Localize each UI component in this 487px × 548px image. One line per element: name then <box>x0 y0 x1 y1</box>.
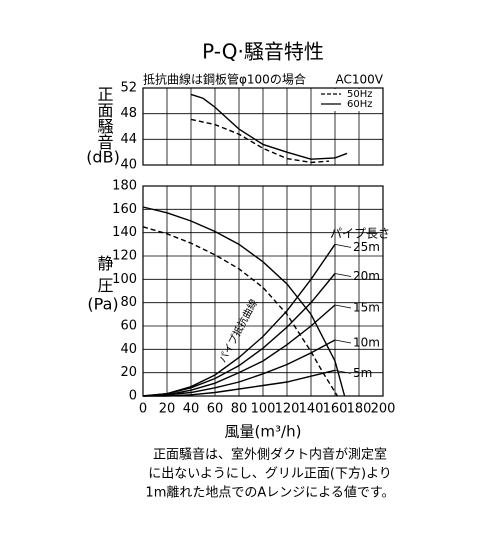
x-tick-label: 0 <box>139 402 147 417</box>
y-tick-label: 80 <box>120 295 137 310</box>
series-label: 5m <box>353 366 372 380</box>
x-tick-label: 120 <box>275 402 300 417</box>
series-line <box>190 118 330 164</box>
x-axis-label: 風量(m³/h) <box>225 423 302 441</box>
label-leader <box>334 273 352 277</box>
series-line <box>143 369 336 397</box>
power: AC100V <box>336 73 384 87</box>
x-tick-label: 140 <box>299 402 324 417</box>
x-tick-label: 60 <box>207 402 224 417</box>
y-tick-label: 52 <box>120 81 137 96</box>
series-line <box>142 206 346 397</box>
series-line <box>142 273 336 397</box>
y-tick-label: 160 <box>112 202 137 217</box>
y-tick-label: 60 <box>120 319 137 334</box>
y-tick-label: 140 <box>112 225 137 240</box>
x-tick-label: 20 <box>159 402 176 417</box>
x-tick-label: 40 <box>183 402 200 417</box>
y-tick-label: 100 <box>112 272 137 287</box>
x-tick-label: 100 <box>251 402 276 417</box>
y-tick-label: 40 <box>120 342 137 357</box>
y-axis-unit: (Pa) <box>87 295 118 314</box>
label-leader <box>334 339 352 344</box>
note: 正面騒音は、室外側ダクト内音が測定室 <box>153 447 387 463</box>
note: に出ないようにし、グリル正面(下方)より <box>148 466 392 482</box>
y-tick-label: 48 <box>120 106 137 121</box>
y-tick-label: 120 <box>112 249 137 264</box>
y-axis-label: 正面騒音 <box>95 86 114 150</box>
series-line <box>190 93 348 160</box>
series-title: パイプ長さ <box>330 227 390 241</box>
x-tick-label: 180 <box>347 402 372 417</box>
y-tick-label: 40 <box>120 158 137 173</box>
subtitle: 抵抗曲線は鋼板管φ100の場合 <box>143 72 306 87</box>
plot-frame <box>142 87 384 166</box>
legend-label: 50Hz <box>347 89 373 100</box>
legend-label: 60Hz <box>347 99 373 110</box>
y-axis-label: 静圧 <box>95 255 114 299</box>
x-tick-label: 200 <box>371 402 396 417</box>
x-tick-label: 160 <box>323 402 348 417</box>
label-leader <box>334 304 352 309</box>
y-axis-unit: (dB) <box>86 148 120 167</box>
note: 1m離れた地点でのAレンジによる値です。 <box>145 485 394 501</box>
y-tick-label: 180 <box>112 179 137 194</box>
plot-frame <box>142 185 384 397</box>
label-leader <box>334 369 352 374</box>
series-label: 10m <box>353 336 380 350</box>
label-leader <box>334 243 352 248</box>
series-label: 20m <box>353 269 380 283</box>
x-tick-label: 80 <box>231 402 248 417</box>
series-line <box>142 339 336 397</box>
y-tick-label: 44 <box>120 132 137 147</box>
y-tick-label: 20 <box>120 365 137 380</box>
series-line <box>142 304 336 397</box>
y-tick-label: 0 <box>129 389 137 404</box>
series-line <box>142 226 338 397</box>
series-label: 25m <box>353 240 380 254</box>
series-label: 15m <box>353 301 380 315</box>
chart-title: P-Q·騒音特性 <box>202 40 324 64</box>
